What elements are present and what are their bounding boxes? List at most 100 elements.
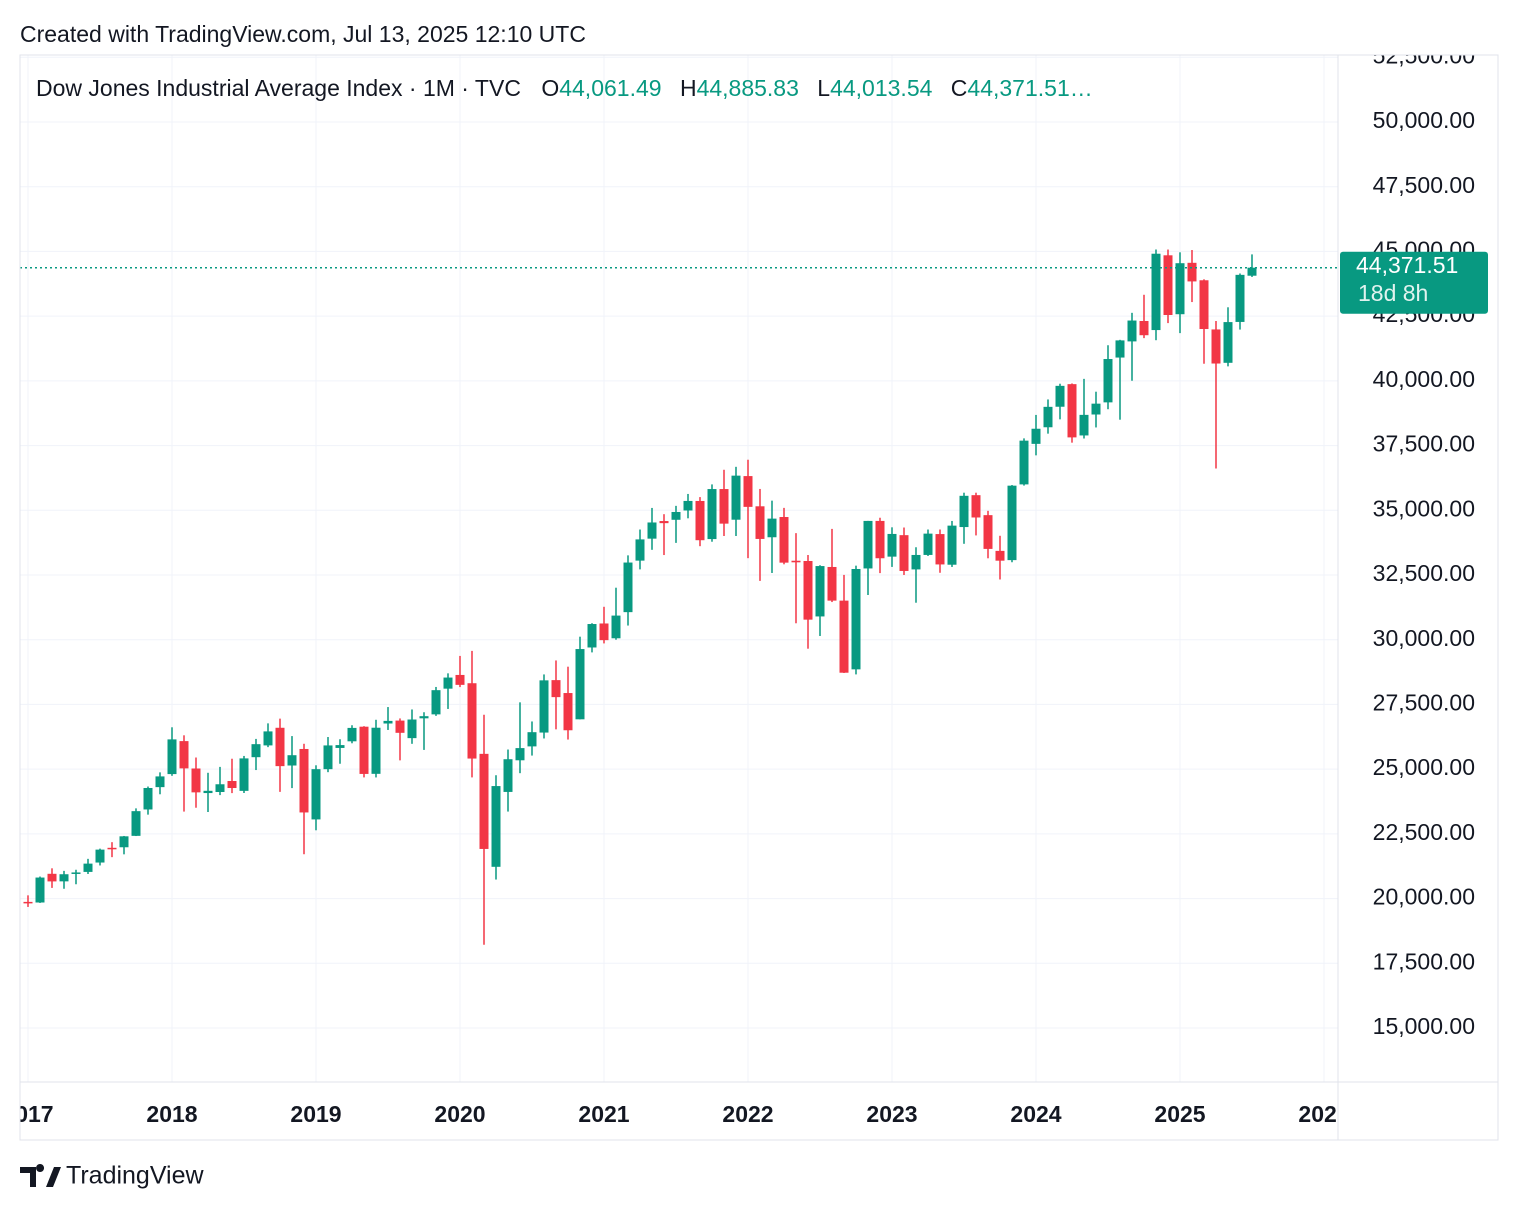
candle-body	[803, 560, 813, 620]
legend: Dow Jones Industrial Average Index · 1M …	[36, 75, 1093, 101]
y-tick-label: 20,000.00	[1373, 884, 1475, 910]
candle-body	[35, 877, 45, 903]
candle-body	[1079, 414, 1089, 436]
candle-body	[467, 683, 477, 759]
candle-body	[71, 872, 81, 874]
candle-body	[731, 475, 741, 520]
candle-body	[347, 727, 357, 742]
candle-body	[1019, 440, 1029, 485]
candle-body	[203, 790, 213, 794]
y-tick-label: 50,000.00	[1373, 107, 1475, 133]
x-tick-label: 2018	[146, 1101, 197, 1127]
candle-body	[491, 786, 501, 867]
candle-body	[827, 566, 837, 601]
candle-body	[887, 533, 897, 557]
candle-body	[131, 811, 141, 836]
candle-body	[947, 525, 957, 565]
candle-body	[611, 615, 621, 639]
y-tick-label: 47,500.00	[1373, 172, 1475, 198]
candle-body	[995, 550, 1005, 561]
candle-body	[1043, 406, 1053, 428]
candle-body	[431, 690, 441, 715]
candle-body	[251, 744, 261, 758]
candle-body	[587, 624, 597, 648]
legend-value: 44,013.54	[830, 75, 933, 101]
candle-body	[215, 784, 225, 792]
candle-body	[1115, 340, 1125, 358]
candle-body	[515, 748, 525, 761]
x-tick-label: 2023	[866, 1101, 917, 1127]
candle-body	[83, 863, 93, 872]
candle-body	[107, 847, 117, 850]
candle-body	[875, 520, 885, 559]
candle-body	[1163, 255, 1173, 315]
candle-body	[695, 500, 705, 541]
candle-body	[47, 873, 57, 882]
candle-body	[143, 787, 153, 810]
candle-body	[935, 534, 945, 565]
candle-body	[323, 745, 333, 770]
candle-body	[443, 677, 453, 689]
candle-body	[179, 741, 189, 769]
candle-body	[539, 680, 549, 733]
x-tick-label: 2022	[722, 1101, 773, 1127]
candle-body	[743, 476, 753, 507]
candle-body	[851, 568, 861, 670]
candle-body	[1175, 263, 1185, 315]
brand: TradingView	[66, 1162, 205, 1190]
candle-body	[263, 731, 273, 746]
frame	[19, 54, 1499, 1141]
candle-body	[1091, 403, 1101, 415]
candle-body	[1007, 485, 1017, 561]
candle-body	[419, 716, 429, 719]
candle-body	[155, 776, 165, 788]
candle-body	[659, 521, 669, 524]
candle-body	[275, 727, 285, 767]
candle-body	[971, 495, 981, 518]
candle-body	[1211, 329, 1221, 364]
candle-body	[671, 511, 681, 520]
candle-body	[1151, 253, 1161, 331]
price-tag	[1340, 251, 1488, 314]
candle-body	[1067, 384, 1077, 438]
legend-value: 44,371.51…	[967, 75, 1092, 101]
candle-body	[455, 674, 465, 685]
y-tick-label: 25,000.00	[1373, 754, 1475, 780]
candle-body	[683, 500, 693, 511]
y-tick-label: 35,000.00	[1373, 495, 1475, 521]
countdown: 18d 8h	[1358, 280, 1428, 306]
candle-body	[1031, 428, 1041, 444]
candle-body	[239, 758, 249, 791]
candle-body	[287, 755, 297, 766]
y-tick-label: 30,000.00	[1373, 625, 1475, 651]
x-tick-label: 2019	[290, 1101, 341, 1127]
candle-body	[863, 520, 873, 569]
price-tag-label: 44,371.51	[1356, 252, 1458, 278]
x-tick-label: 2026	[1298, 1101, 1349, 1127]
candle-body	[635, 539, 645, 561]
candle-body	[1103, 359, 1113, 403]
y-tick-label: 52,500.00	[1373, 42, 1475, 68]
candle-body	[1247, 267, 1257, 276]
legend-value: 44,885.83	[697, 75, 799, 101]
legend-key: L	[817, 75, 830, 101]
candle-body	[167, 739, 177, 775]
candle-body	[779, 517, 789, 563]
legend-value: 44,061.49	[559, 75, 661, 101]
x-tick-label: 2021	[578, 1101, 629, 1127]
candle-body	[227, 780, 237, 789]
candle-body	[599, 623, 609, 641]
candle-body	[59, 874, 69, 882]
x-tick-label: 2017	[2, 1101, 53, 1127]
candle-body	[911, 554, 921, 570]
credit: Created with TradingView.com, Jul 13, 20…	[20, 21, 586, 47]
candle-body	[395, 720, 405, 733]
candle-body	[371, 727, 381, 774]
candle-body	[1199, 280, 1209, 330]
candle-body	[299, 748, 309, 813]
y-tick-label: 15,000.00	[1373, 1013, 1475, 1039]
candle-body	[407, 719, 417, 739]
candle-body	[983, 515, 993, 549]
candle-body	[383, 720, 393, 724]
